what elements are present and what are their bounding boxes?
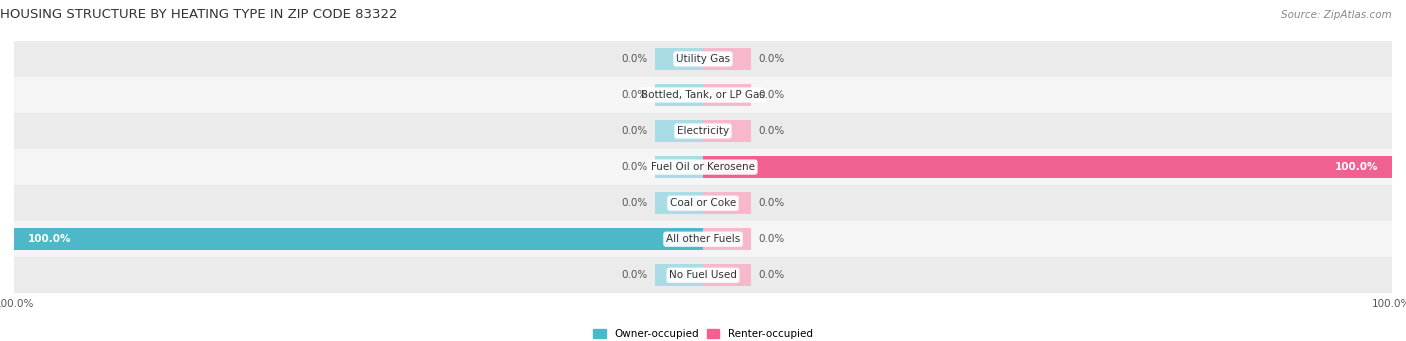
Bar: [14, 41, 1392, 77]
Text: Electricity: Electricity: [676, 126, 730, 136]
Text: 0.0%: 0.0%: [621, 270, 648, 280]
Bar: [14, 228, 703, 250]
Text: Utility Gas: Utility Gas: [676, 54, 730, 64]
Bar: [703, 156, 1392, 178]
Text: 0.0%: 0.0%: [621, 162, 648, 172]
Bar: [655, 264, 703, 286]
Text: Fuel Oil or Kerosene: Fuel Oil or Kerosene: [651, 162, 755, 172]
Bar: [655, 120, 703, 142]
Bar: [14, 221, 1392, 257]
Bar: [703, 48, 751, 70]
Bar: [703, 120, 751, 142]
Bar: [14, 77, 1392, 113]
Bar: [703, 192, 751, 214]
Text: 100.0%: 100.0%: [1334, 162, 1378, 172]
Text: 0.0%: 0.0%: [758, 198, 785, 208]
Bar: [703, 228, 751, 250]
Bar: [14, 113, 1392, 149]
Text: 0.0%: 0.0%: [758, 234, 785, 244]
Text: Source: ZipAtlas.com: Source: ZipAtlas.com: [1281, 10, 1392, 20]
Bar: [703, 264, 751, 286]
Text: 0.0%: 0.0%: [758, 126, 785, 136]
Bar: [655, 48, 703, 70]
Text: Coal or Coke: Coal or Coke: [669, 198, 737, 208]
Text: HOUSING STRUCTURE BY HEATING TYPE IN ZIP CODE 83322: HOUSING STRUCTURE BY HEATING TYPE IN ZIP…: [0, 8, 398, 21]
Text: No Fuel Used: No Fuel Used: [669, 270, 737, 280]
Bar: [703, 84, 751, 106]
Text: 0.0%: 0.0%: [758, 270, 785, 280]
Legend: Owner-occupied, Renter-occupied: Owner-occupied, Renter-occupied: [589, 325, 817, 341]
Text: All other Fuels: All other Fuels: [666, 234, 740, 244]
Text: 0.0%: 0.0%: [758, 90, 785, 100]
Bar: [14, 257, 1392, 293]
Bar: [655, 192, 703, 214]
Text: 0.0%: 0.0%: [621, 90, 648, 100]
Text: 0.0%: 0.0%: [621, 126, 648, 136]
Text: 0.0%: 0.0%: [758, 54, 785, 64]
Bar: [655, 84, 703, 106]
Text: 0.0%: 0.0%: [621, 54, 648, 64]
Text: 100.0%: 100.0%: [28, 234, 72, 244]
Text: Bottled, Tank, or LP Gas: Bottled, Tank, or LP Gas: [641, 90, 765, 100]
Bar: [14, 149, 1392, 185]
Bar: [14, 185, 1392, 221]
Bar: [655, 156, 703, 178]
Text: 0.0%: 0.0%: [621, 198, 648, 208]
